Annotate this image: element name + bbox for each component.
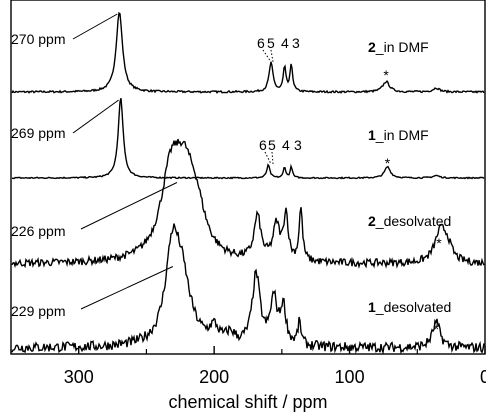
peak-leader-line-1 <box>72 13 118 40</box>
site-connector-5 <box>270 49 274 63</box>
site-label-3: 3 <box>292 35 300 51</box>
star-marker-3: * <box>436 235 442 251</box>
x-axis: 300 200 100 0 <box>10 346 486 387</box>
site-label-6: 6 <box>259 137 267 153</box>
x-axis-title: chemical shift / ppm <box>168 392 327 412</box>
x-tick-label: 0 <box>480 367 486 387</box>
site-label-5: 5 <box>268 137 276 153</box>
peak-label-1: 270 ppm <box>11 31 65 47</box>
spectrum-trace-2 <box>12 98 485 180</box>
spectrum-trace-4 <box>11 223 485 355</box>
trace-condition-label-2: 1_in DMF <box>368 127 429 143</box>
star-marker-2: * <box>385 155 391 171</box>
spectrum-trace-3 <box>11 138 485 270</box>
trace-condition-label-1: 2_in DMF <box>368 39 429 55</box>
site-connector-6 <box>262 49 272 63</box>
x-tick-label: 300 <box>64 367 94 387</box>
star-marker-1: * <box>383 67 389 83</box>
site-label-4: 4 <box>282 137 290 153</box>
peak-leader-line-2 <box>72 99 119 134</box>
spectra-group <box>11 11 485 355</box>
site-label-6: 6 <box>257 35 265 51</box>
site-label-4: 4 <box>281 35 289 51</box>
trace-condition-label-3: 2_desolvated <box>368 213 451 229</box>
peak-label-2: 269 ppm <box>11 125 65 141</box>
peak-label-3: 226 ppm <box>11 223 65 239</box>
site-connector-6 <box>264 151 272 165</box>
site-label-3: 3 <box>294 137 302 153</box>
peak-leader-line-3 <box>80 182 178 230</box>
peak-label-4: 229 ppm <box>11 303 65 319</box>
plot-frame <box>10 0 486 355</box>
peak-leader-line-4 <box>80 266 174 310</box>
x-tick-label: 100 <box>335 367 365 387</box>
spectrum-trace-1 <box>11 11 485 95</box>
site-label-5: 5 <box>267 35 275 51</box>
star-marker-4: * <box>434 321 440 337</box>
trace-condition-label-4: 1_desolvated <box>368 299 451 315</box>
site-connector-5 <box>271 151 274 165</box>
x-tick-label: 200 <box>199 367 229 387</box>
